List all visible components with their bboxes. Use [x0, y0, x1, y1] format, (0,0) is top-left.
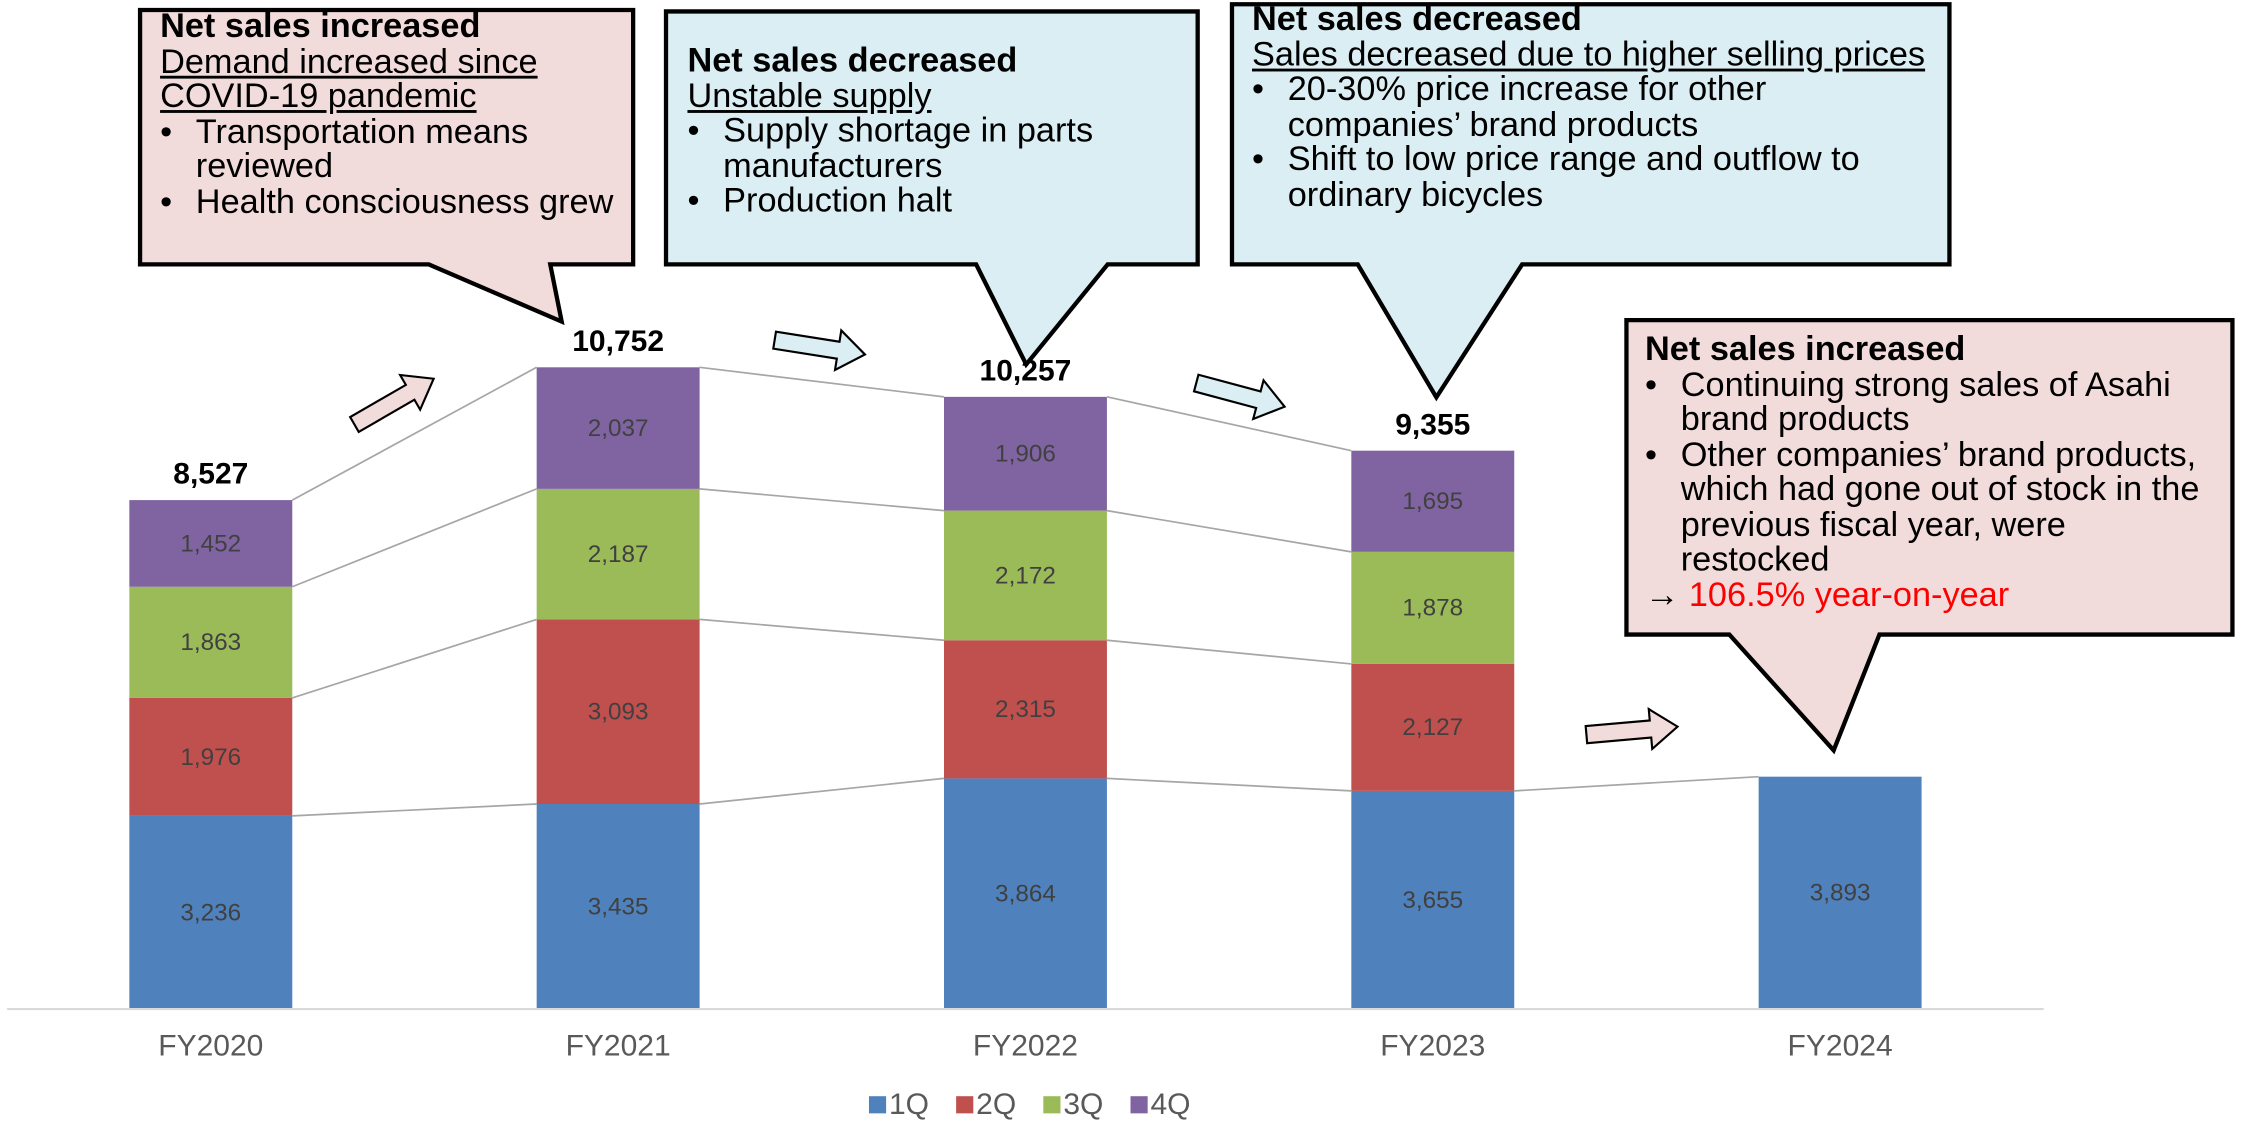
- callout-bullets: Transportation means reviewedHealth cons…: [160, 114, 618, 220]
- bar-segment: [129, 500, 293, 587]
- value-label: 3,893: [1810, 880, 1871, 907]
- value-label: 2,127: [1402, 714, 1463, 741]
- legend-swatch: [1130, 1096, 1148, 1114]
- bar-segment: [943, 396, 1107, 511]
- connector-line: [1106, 639, 1352, 665]
- note-prefix: →: [1645, 575, 1680, 614]
- value-label: 3,655: [1402, 887, 1463, 914]
- connector-line: [292, 618, 537, 699]
- bar-segment: [536, 367, 700, 489]
- callout-text: Net sales increasedContinuing strong sal…: [1645, 330, 2224, 614]
- bar-segment: [943, 778, 1107, 1010]
- block-arrow: [772, 328, 867, 372]
- callout-text: Net sales decreased Sales decreased due t…: [1251, 0, 1931, 213]
- block-arrow: [348, 373, 436, 434]
- bar-segment: [536, 619, 700, 805]
- callout-heading: Net sales decreased: [1251, 0, 1582, 39]
- callout-bullet: Other companies’ brand products, which h…: [1645, 437, 2224, 578]
- value-label: 1,906: [995, 441, 1056, 468]
- callout-bullets: Supply shortage in parts manufacturersPr…: [687, 113, 1180, 219]
- connector-line: [291, 488, 537, 588]
- callout-subheading: Sales decreased due to higher selling pr…: [1251, 35, 1926, 74]
- legend-label: 4Q: [1151, 1088, 1191, 1120]
- x-tick-label: FY2023: [1380, 1030, 1485, 1063]
- callout-bullet: Production halt: [687, 184, 1180, 219]
- legend-swatch: [1043, 1096, 1061, 1114]
- total-label: 10,752: [572, 325, 664, 358]
- callout-subheading: Unstable supply: [687, 76, 932, 116]
- callout-bullet: Continuing strong sales of Asahi brand p…: [1645, 367, 2224, 438]
- bar-segment: [129, 815, 293, 1010]
- x-tick-label: FY2020: [158, 1030, 263, 1063]
- bar-segment: [536, 488, 700, 620]
- legend-label: 3Q: [1063, 1088, 1103, 1120]
- callout-bullet: Supply shortage in parts manufacturers: [687, 113, 1180, 184]
- value-label: 3,435: [588, 893, 649, 920]
- connector-line: [1106, 396, 1352, 452]
- legend-swatch: [868, 1096, 887, 1114]
- bar-segment: [1351, 663, 1515, 791]
- x-tick-label: FY2021: [566, 1030, 671, 1063]
- block-arrow: [1192, 373, 1287, 421]
- note-text: 106.5% year-on-year: [1688, 575, 2010, 614]
- value-label: 3,093: [588, 699, 649, 726]
- value-label: 1,452: [180, 530, 241, 557]
- value-label: 2,037: [588, 415, 649, 442]
- bar-segment: [1351, 790, 1515, 1010]
- total-label: 9,355: [1395, 408, 1470, 441]
- callout-bullet: 20-30% price increase for other companie…: [1252, 72, 1931, 143]
- value-label: 2,172: [995, 562, 1056, 589]
- callout-bullet: Transportation means reviewed: [160, 114, 618, 185]
- callout-bullet: Health consciousness grew: [160, 184, 618, 220]
- connector-line: [1514, 775, 1759, 792]
- value-label: 2,187: [588, 541, 649, 568]
- callout-bullets: 20-30% price increase for other companie…: [1252, 72, 1931, 213]
- connector-line: [292, 803, 537, 817]
- bar-segment: [943, 510, 1107, 641]
- block-arrows: [348, 328, 1680, 752]
- callout-bullets: Continuing strong sales of Asahi brand p…: [1645, 367, 2224, 578]
- connector-line: [699, 366, 945, 398]
- connector-line: [291, 366, 538, 501]
- callout-note: → 106.5% year-on-year: [1645, 575, 2224, 614]
- callout-bullet: Shift to low price range and outflow to …: [1252, 142, 1931, 213]
- callout-subheading: Demand increased since COVID-19 pandemic: [160, 42, 538, 116]
- value-label: 1,863: [180, 629, 241, 656]
- value-label: 3,236: [180, 899, 241, 926]
- legend-label: 2Q: [976, 1088, 1016, 1120]
- value-label: 2,315: [995, 696, 1056, 723]
- connector-line: [699, 777, 945, 805]
- block-arrow: [1584, 707, 1680, 752]
- legend-label: 1Q: [889, 1088, 929, 1120]
- connector-line: [1106, 777, 1352, 792]
- callout-heading: Net sales increased: [160, 7, 481, 46]
- callout-heading: Net sales increased: [1645, 330, 1966, 369]
- value-label: 1,695: [1402, 488, 1463, 515]
- value-label: 3,864: [995, 881, 1056, 908]
- connector-line: [1106, 509, 1352, 553]
- bar-segment: [943, 640, 1107, 779]
- bar-segment: [1351, 450, 1515, 552]
- bar-segment: [536, 804, 700, 1010]
- callout-text: Net sales increased Demand increased sinc…: [160, 7, 618, 220]
- bar-segment: [129, 586, 293, 698]
- bar-segment: [129, 697, 293, 816]
- legend-swatch: [956, 1096, 974, 1114]
- callout-heading: Net sales decreased: [687, 41, 1018, 81]
- connector-line: [699, 488, 945, 512]
- total-label: 8,527: [173, 458, 248, 491]
- value-label: 1,976: [180, 744, 241, 771]
- bar-segment: [1351, 551, 1515, 664]
- value-label: 1,878: [1402, 595, 1463, 622]
- x-tick-label: FY2024: [1788, 1030, 1893, 1063]
- bar-segment: [1758, 776, 1922, 1010]
- connector-line: [699, 618, 945, 642]
- x-tick-label: FY2022: [973, 1030, 1078, 1063]
